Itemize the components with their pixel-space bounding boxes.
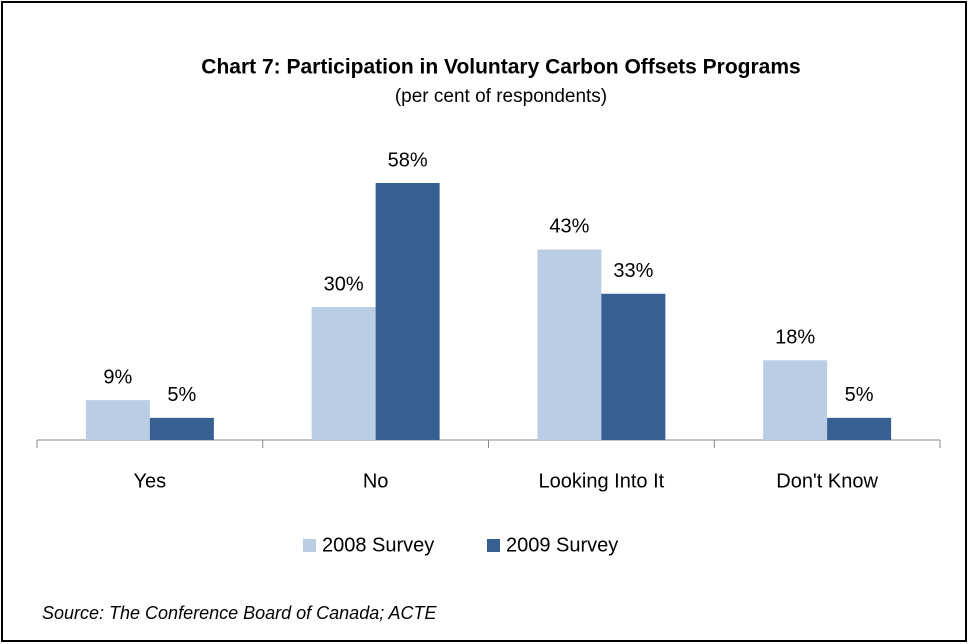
bar <box>85 400 150 440</box>
x-tick-label: Yes <box>134 470 167 492</box>
bar <box>375 183 440 440</box>
legend-label: 2009 Survey <box>506 534 618 556</box>
bar <box>763 360 828 440</box>
value-label: 30% <box>324 273 364 295</box>
x-tick-label: Don't Know <box>776 470 878 492</box>
bar <box>149 417 214 440</box>
value-label: 58% <box>388 149 428 171</box>
legend-swatch <box>303 539 316 552</box>
value-label: 5% <box>845 384 874 406</box>
chart-title: Chart 7: Participation in Voluntary Carb… <box>201 56 800 79</box>
bar <box>601 293 666 440</box>
value-label: 5% <box>167 384 196 406</box>
value-label: 18% <box>775 327 815 349</box>
x-tick-label: No <box>363 470 389 492</box>
x-tick-label: Looking Into It <box>539 470 665 492</box>
bar <box>537 249 602 440</box>
value-label: 33% <box>613 260 653 282</box>
chart-subtitle: (per cent of respondents) <box>395 86 607 107</box>
value-label: 9% <box>103 366 132 388</box>
bar <box>827 417 892 440</box>
source-note: Source: The Conference Board of Canada; … <box>42 603 438 623</box>
legend-label: 2008 Survey <box>322 534 434 556</box>
value-label: 43% <box>549 216 589 238</box>
legend-swatch <box>487 539 500 552</box>
bar <box>311 307 376 440</box>
